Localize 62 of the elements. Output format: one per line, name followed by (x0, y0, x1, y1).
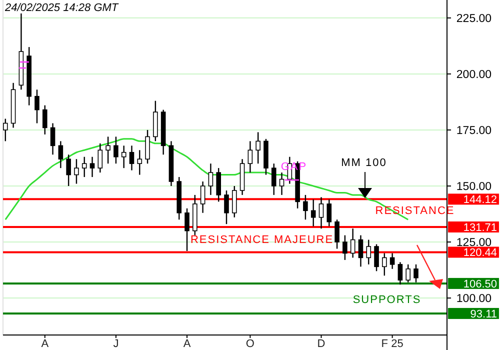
candlestick (114, 136, 118, 164)
candlestick (390, 252, 395, 270)
y-tick-label: 100.00 (456, 293, 492, 306)
chart-title: 24/02/2025 14:28 GMT (4, 2, 120, 14)
candlestick (74, 158, 79, 184)
x-tick-label: J (113, 338, 119, 350)
y-tick-label: 225.00 (456, 12, 492, 25)
candlestick (66, 154, 71, 187)
x-tick-label: F 25 (381, 338, 404, 350)
y-tick-label: 175.00 (456, 124, 492, 137)
candlestick (334, 219, 340, 250)
candlestick (58, 140, 64, 169)
candlestick (279, 172, 284, 196)
candlestick (303, 194, 308, 220)
candlestick (256, 132, 260, 164)
candlestick (382, 252, 387, 276)
candlestick (129, 145, 134, 171)
candlestick (208, 162, 214, 196)
y-tick-label: 125.00 (456, 237, 492, 250)
annotation: MM 100 (341, 157, 387, 169)
candlestick (50, 122, 56, 156)
candlestick (248, 140, 253, 174)
candlestick (398, 262, 403, 286)
candlestick (406, 264, 411, 283)
x-tick-label: A (183, 338, 192, 350)
candlestick (82, 156, 87, 178)
ref-line-label: 131.71 (463, 222, 497, 234)
candlestick (34, 89, 40, 124)
candlestick (366, 239, 372, 266)
ref-line-label: 144.12 (463, 194, 497, 206)
candlestick (42, 104, 48, 136)
annotation: SUPPORTS (352, 294, 422, 306)
candlestick (98, 142, 103, 174)
candlestick (3, 118, 8, 142)
candlestick (216, 167, 221, 202)
candlestick (414, 264, 418, 283)
candlestick (358, 234, 364, 268)
ref-line-label: 120.44 (463, 247, 497, 260)
ref-line-label: 93.11 (470, 308, 497, 320)
candlestick (200, 180, 206, 214)
candlestick (374, 244, 379, 272)
candlestick (224, 190, 229, 225)
candlestick (271, 162, 276, 196)
candlestick (342, 234, 348, 261)
x-tick-label: O (246, 338, 255, 350)
candlestick (106, 136, 110, 164)
y-tick-label: 200.00 (456, 68, 492, 81)
candlestick (137, 150, 142, 176)
candlestick (318, 196, 324, 230)
x-tick-label: D (317, 338, 326, 350)
x-tick-label: A (41, 338, 50, 350)
candlestick (145, 129, 150, 164)
candlestick (90, 156, 95, 178)
candlestick (310, 198, 316, 227)
y-tick-label: 150.00 (456, 180, 492, 193)
candlestick (121, 145, 126, 169)
candlestick (232, 185, 237, 218)
candlestick (350, 228, 356, 258)
ref-line-label: 106.50 (463, 278, 497, 290)
candlestick (184, 208, 190, 252)
candlestick (326, 198, 332, 227)
annotation: RESISTANCE MAJEURE (190, 234, 334, 246)
